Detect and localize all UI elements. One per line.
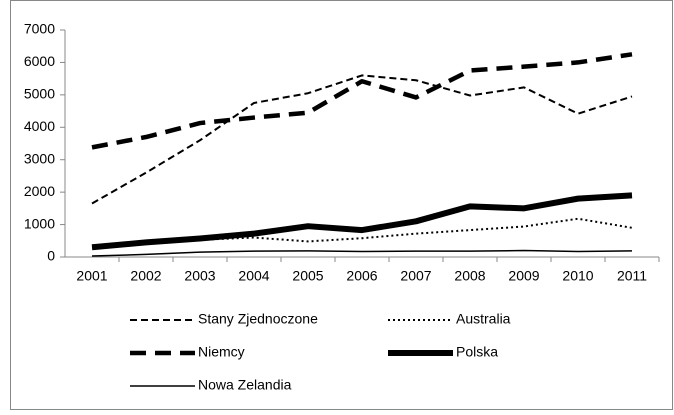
x-tick-label: 2010 (562, 268, 593, 284)
y-tick-label: 1000 (24, 215, 55, 231)
series-line (91, 52, 633, 150)
y-tick-label: 6000 (24, 53, 55, 69)
x-tick-label: 2009 (508, 268, 539, 284)
x-tick-label: 2011 (617, 268, 647, 284)
legend-label: Nowa Zelandia (198, 377, 292, 393)
y-tick-label: 7000 (24, 21, 55, 37)
x-tick-label: 2002 (130, 268, 161, 284)
legend-label: Stany Zjednoczone (198, 311, 318, 327)
y-tick-label: 2000 (24, 183, 55, 199)
legend-label: Polska (456, 344, 498, 360)
series-line (91, 192, 633, 251)
y-tick-label: 4000 (24, 118, 55, 134)
x-tick-label: 2008 (454, 268, 485, 284)
x-tick-label: 2005 (292, 268, 323, 284)
chart-border (10, 0, 673, 410)
y-tick-label: 0 (47, 248, 55, 264)
x-tick-label: 2003 (184, 268, 215, 284)
series-line (91, 74, 633, 205)
legend-label: Australia (456, 311, 511, 327)
x-tick-label: 2001 (76, 268, 107, 284)
x-tick-label: 2006 (346, 268, 377, 284)
y-tick-label: 5000 (24, 86, 55, 102)
series-line (91, 249, 633, 257)
x-tick-label: 2007 (400, 268, 431, 284)
x-tick-label: 2004 (238, 268, 269, 284)
y-tick-label: 3000 (24, 150, 55, 166)
legend-label: Niemcy (198, 344, 245, 360)
